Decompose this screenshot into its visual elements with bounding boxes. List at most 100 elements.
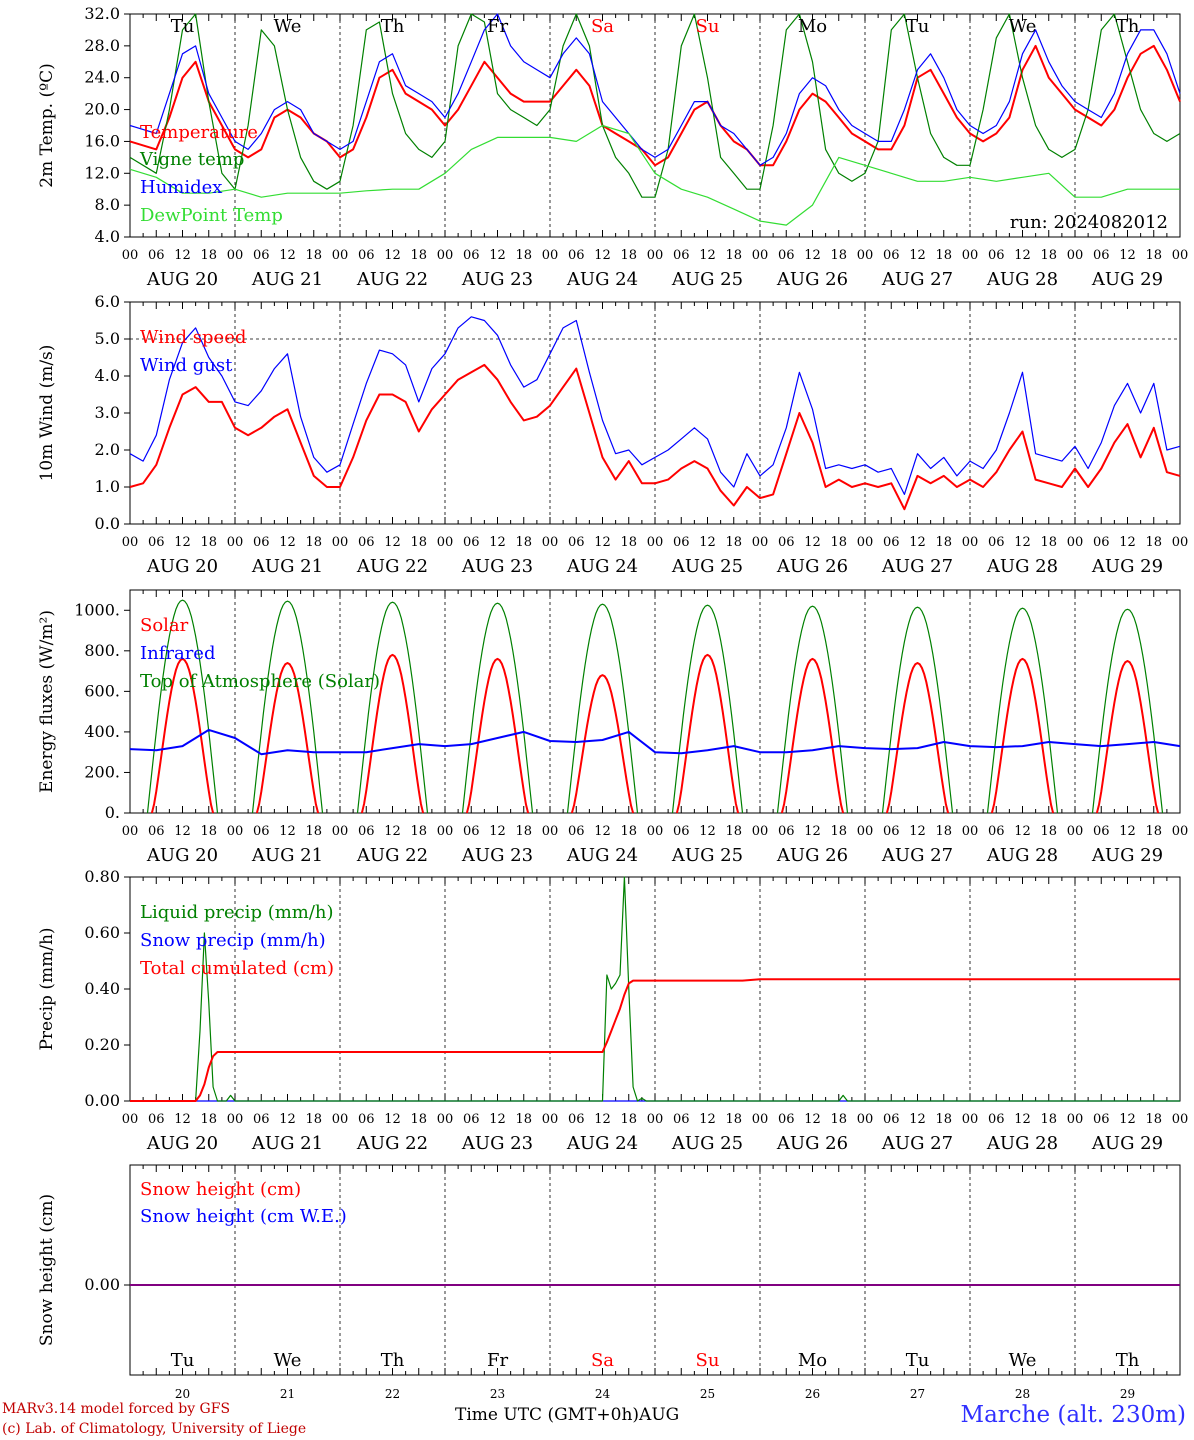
hour-tick-label: 06 bbox=[988, 1112, 1005, 1127]
date-label: AUG 20 bbox=[146, 556, 218, 577]
weekday-label: Sa bbox=[591, 16, 614, 37]
hour-tick-label: 12 bbox=[1014, 535, 1031, 550]
hour-tick-label: 06 bbox=[883, 1112, 900, 1127]
hour-tick-label: 18 bbox=[830, 824, 847, 839]
toa-solar-line bbox=[461, 602, 534, 814]
weekday-label: Tu bbox=[906, 1350, 930, 1371]
hour-tick-label: 00 bbox=[962, 248, 979, 263]
hour-tick-label: 12 bbox=[909, 1112, 926, 1127]
weekday-label: Su bbox=[696, 1350, 720, 1371]
hour-tick-label: 00 bbox=[1067, 1112, 1084, 1127]
hour-tick-label: 00 bbox=[437, 535, 454, 550]
hour-tick-label: 12 bbox=[909, 535, 926, 550]
date-label: AUG 27 bbox=[881, 845, 953, 866]
weekday-label: Tu bbox=[171, 16, 195, 37]
date-label: AUG 29 bbox=[1091, 1133, 1163, 1154]
weekday-label: We bbox=[274, 16, 302, 37]
hour-tick-label: 00 bbox=[857, 824, 874, 839]
hour-tick-label: 00 bbox=[542, 824, 559, 839]
hour-tick-label: 18 bbox=[725, 824, 742, 839]
hour-tick-label: 12 bbox=[489, 535, 506, 550]
hour-tick-label: 18 bbox=[725, 248, 742, 263]
weekday-label: Fr bbox=[487, 1350, 508, 1371]
hour-tick-label: 06 bbox=[988, 535, 1005, 550]
legend-entry: Solar bbox=[140, 615, 189, 636]
hour-tick-label: 18 bbox=[305, 824, 322, 839]
hour-tick-label: 06 bbox=[673, 1112, 690, 1127]
hour-tick-label: 12 bbox=[1119, 1112, 1136, 1127]
hour-tick-label: 06 bbox=[568, 535, 585, 550]
date-label: AUG 20 bbox=[146, 269, 218, 290]
hour-tick-label: 18 bbox=[515, 248, 532, 263]
legend-entry: Temperature bbox=[140, 122, 258, 143]
hour-tick-label: 12 bbox=[279, 535, 296, 550]
hour-tick-label: 12 bbox=[594, 535, 611, 550]
hour-tick-label: 00 bbox=[647, 535, 664, 550]
hour-tick-label: 12 bbox=[1119, 824, 1136, 839]
dewpoint-line bbox=[129, 124, 1180, 226]
day-number-label: 23 bbox=[490, 1387, 505, 1401]
hour-tick-label: 00 bbox=[227, 1112, 244, 1127]
hour-tick-label: 18 bbox=[305, 1112, 322, 1127]
solar-line bbox=[360, 653, 425, 814]
hour-tick-label: 06 bbox=[1093, 824, 1110, 839]
model-credit: MARv3.14 model forced by GFS bbox=[2, 1401, 231, 1417]
date-label: AUG 27 bbox=[881, 556, 953, 577]
day-number-label: 29 bbox=[1120, 1387, 1135, 1401]
legend-entry: Vigne temp bbox=[139, 149, 244, 170]
hour-tick-label: 18 bbox=[935, 535, 952, 550]
hour-tick-label: 00 bbox=[1067, 824, 1084, 839]
date-label: AUG 22 bbox=[356, 556, 428, 577]
hour-tick-label: 12 bbox=[1014, 1112, 1031, 1127]
toa-solar-line bbox=[986, 607, 1059, 814]
hour-tick-label: 06 bbox=[568, 1112, 585, 1127]
hour-tick-label: 06 bbox=[673, 535, 690, 550]
weekday-label: Fr bbox=[487, 16, 508, 37]
hour-tick-label: 18 bbox=[620, 535, 637, 550]
hour-tick-label: 12 bbox=[804, 248, 821, 263]
date-label: AUG 26 bbox=[776, 556, 848, 577]
date-label: AUG 20 bbox=[146, 845, 218, 866]
toa-solar-line bbox=[356, 601, 429, 814]
hour-tick-label: 12 bbox=[174, 535, 191, 550]
hour-tick-label: 06 bbox=[463, 535, 480, 550]
date-label: AUG 27 bbox=[881, 269, 953, 290]
date-label: AUG 21 bbox=[251, 1133, 323, 1154]
y-tick-label: 4.0 bbox=[95, 227, 120, 246]
wind-speed-line bbox=[129, 363, 1181, 511]
hour-tick-label: 12 bbox=[909, 248, 926, 263]
hour-tick-label: 06 bbox=[253, 535, 270, 550]
hour-tick-label: 00 bbox=[227, 824, 244, 839]
day-number-label: 28 bbox=[1015, 1387, 1030, 1401]
hour-tick-label: 00 bbox=[1172, 1112, 1189, 1127]
y-tick-label: 2.0 bbox=[95, 440, 120, 459]
solar-line bbox=[465, 657, 530, 814]
hour-tick-label: 06 bbox=[778, 824, 795, 839]
hour-tick-label: 00 bbox=[437, 824, 454, 839]
hour-tick-label: 12 bbox=[279, 248, 296, 263]
hour-tick-label: 00 bbox=[752, 824, 769, 839]
hour-tick-label: 06 bbox=[148, 1112, 165, 1127]
hour-tick-label: 00 bbox=[542, 1112, 559, 1127]
y-tick-label: 1.0 bbox=[95, 477, 120, 496]
weekday-label: Mo bbox=[798, 16, 827, 37]
hour-tick-label: 18 bbox=[935, 1112, 952, 1127]
legend-entry: Infrared bbox=[140, 643, 215, 664]
hour-tick-label: 18 bbox=[200, 824, 217, 839]
legend-entry: Liquid precip (mm/h) bbox=[140, 902, 334, 923]
hour-tick-label: 06 bbox=[148, 824, 165, 839]
hour-tick-label: 00 bbox=[437, 248, 454, 263]
date-label: AUG 28 bbox=[986, 1133, 1058, 1154]
hour-tick-label: 18 bbox=[515, 1112, 532, 1127]
date-label: AUG 28 bbox=[986, 845, 1058, 866]
hour-tick-label: 00 bbox=[962, 824, 979, 839]
hour-tick-label: 12 bbox=[174, 824, 191, 839]
y-axis-label: Precip (mm/h) bbox=[37, 927, 57, 1050]
date-label: AUG 28 bbox=[986, 269, 1058, 290]
hour-tick-label: 00 bbox=[227, 535, 244, 550]
hour-tick-label: 00 bbox=[332, 1112, 349, 1127]
hour-tick-label: 00 bbox=[1172, 824, 1189, 839]
hour-tick-label: 12 bbox=[804, 824, 821, 839]
day-number-label: 26 bbox=[805, 1387, 820, 1401]
hour-tick-label: 06 bbox=[148, 535, 165, 550]
